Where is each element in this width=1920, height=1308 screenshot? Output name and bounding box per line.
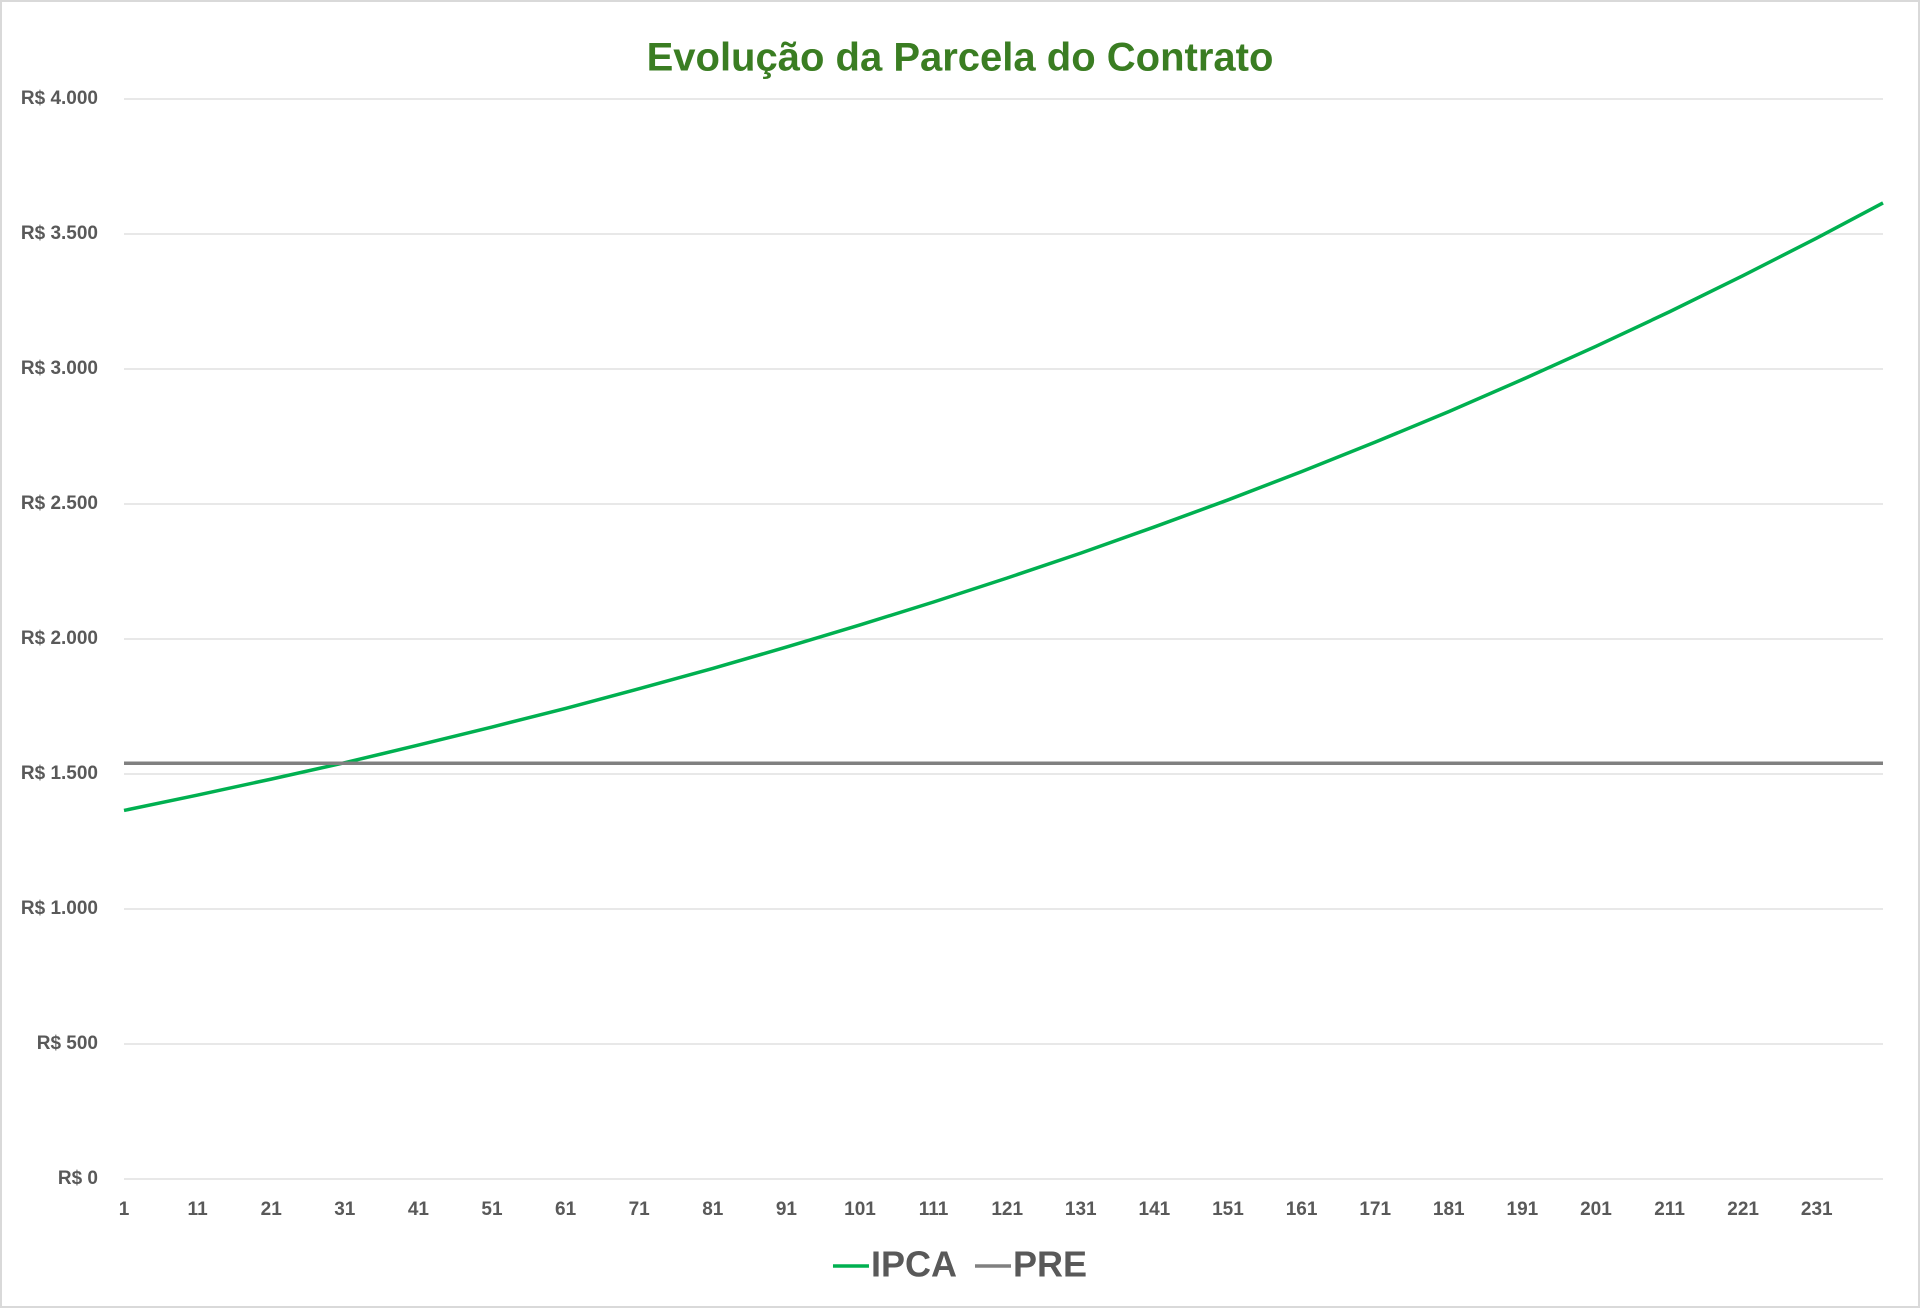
x-tick-label: 1 — [119, 1199, 130, 1220]
legend-label: PRE — [1013, 1244, 1087, 1285]
y-tick-label: R$ 500 — [37, 1033, 98, 1054]
x-tick-label: 121 — [991, 1199, 1023, 1220]
y-tick-label: R$ 1.000 — [21, 898, 98, 919]
y-tick-label: R$ 3.500 — [21, 223, 98, 244]
x-tick-label: 151 — [1212, 1199, 1244, 1220]
y-tick-label: R$ 4.000 — [21, 88, 98, 109]
x-tick-label: 171 — [1359, 1199, 1391, 1220]
x-tick-label: 141 — [1139, 1199, 1171, 1220]
x-tick-label: 111 — [919, 1199, 949, 1220]
chart-title: Evolução da Parcela do Contrato — [647, 36, 1274, 80]
x-tick-label: 31 — [334, 1199, 356, 1220]
x-tick-label: 181 — [1433, 1199, 1465, 1220]
y-tick-label: R$ 2.000 — [21, 628, 98, 649]
x-tick-label: 231 — [1801, 1199, 1833, 1220]
y-tick-label: R$ 1.500 — [21, 763, 98, 784]
x-tick-label: 71 — [629, 1199, 651, 1220]
x-tick-label: 131 — [1065, 1199, 1097, 1220]
y-tick-label: R$ 3.000 — [21, 358, 98, 379]
x-tick-label: 81 — [702, 1199, 724, 1220]
x-tick-label: 191 — [1507, 1199, 1539, 1220]
x-tick-label: 21 — [261, 1199, 283, 1220]
x-tick-label: 91 — [776, 1199, 798, 1220]
x-tick-label: 161 — [1286, 1199, 1318, 1220]
x-tick-label: 101 — [844, 1199, 876, 1220]
y-tick-label: R$ 2.500 — [21, 493, 98, 514]
y-tick-label: R$ 0 — [58, 1168, 98, 1189]
x-tick-label: 61 — [555, 1199, 577, 1220]
x-tick-label: 11 — [188, 1199, 209, 1220]
x-tick-label: 221 — [1727, 1199, 1759, 1220]
x-tick-label: 201 — [1580, 1199, 1612, 1220]
legend-label: IPCA — [871, 1244, 957, 1285]
series-line — [123, 201, 1884, 813]
x-tick-label: 41 — [408, 1199, 430, 1220]
x-tick-label: 211 — [1654, 1199, 1685, 1220]
x-tick-label: 51 — [481, 1199, 503, 1220]
